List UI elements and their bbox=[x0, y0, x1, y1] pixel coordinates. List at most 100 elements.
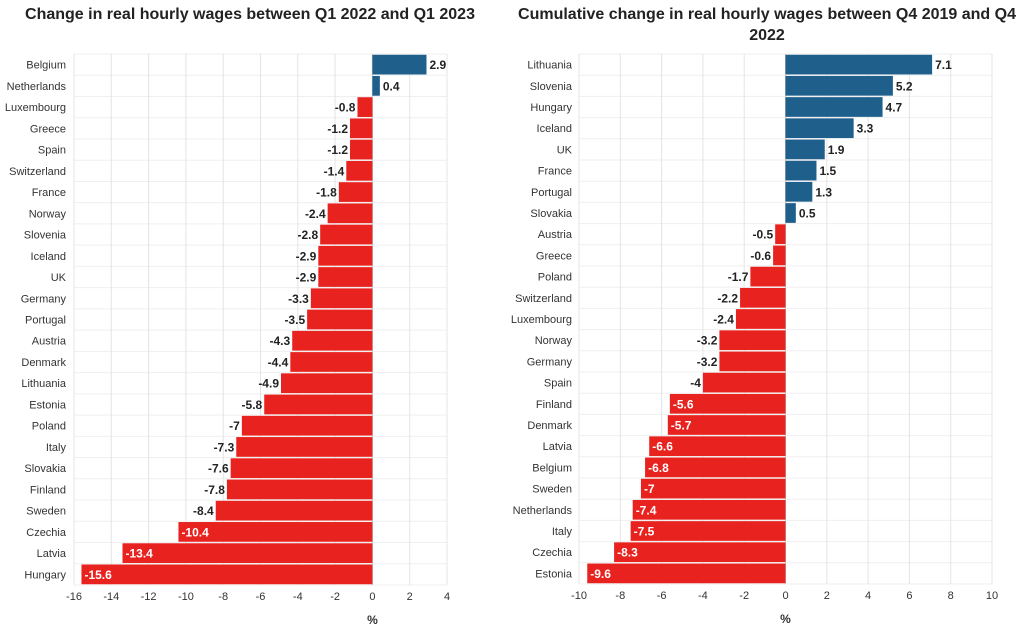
chart-left: Change in real hourly wages between Q1 2… bbox=[0, 0, 500, 634]
value-label: -3.3 bbox=[288, 292, 309, 306]
value-label: -2.8 bbox=[297, 228, 318, 242]
x-tick-label: -8 bbox=[218, 591, 228, 603]
category-label: Czechia bbox=[532, 547, 573, 559]
x-tick-label: -4 bbox=[698, 590, 708, 602]
value-label: -7.5 bbox=[634, 525, 655, 539]
value-label: -2.9 bbox=[296, 249, 317, 263]
value-label: 5.2 bbox=[896, 79, 913, 93]
value-label: -3.2 bbox=[697, 355, 718, 369]
x-tick-label: 0 bbox=[782, 590, 788, 602]
value-label: 1.5 bbox=[819, 164, 836, 178]
x-tick-label: -2 bbox=[739, 590, 749, 602]
x-tick-label: -6 bbox=[657, 590, 667, 602]
x-tick-label: 6 bbox=[906, 590, 912, 602]
category-label: Switzerland bbox=[9, 166, 66, 178]
category-label: Norway bbox=[29, 208, 67, 220]
category-label: UK bbox=[51, 272, 67, 284]
bar bbox=[307, 309, 373, 330]
category-label: Belgium bbox=[26, 60, 66, 72]
category-label: Slovenia bbox=[530, 81, 573, 93]
category-label: Hungary bbox=[24, 569, 66, 581]
value-label: -9.6 bbox=[590, 567, 611, 581]
value-label: 0.5 bbox=[799, 207, 816, 221]
bar bbox=[338, 182, 373, 202]
x-tick-label: 2 bbox=[407, 591, 413, 603]
bar bbox=[785, 160, 817, 181]
value-label: -7.8 bbox=[204, 483, 225, 497]
bar bbox=[645, 457, 786, 478]
bar bbox=[236, 437, 373, 457]
value-label: -4 bbox=[690, 376, 701, 390]
category-label: Lithuania bbox=[21, 378, 67, 390]
value-label: -5.6 bbox=[673, 397, 694, 411]
value-label: -2.9 bbox=[296, 271, 317, 285]
x-tick-label: 4 bbox=[444, 591, 450, 603]
value-label: -6.8 bbox=[648, 461, 669, 475]
value-label: -7.4 bbox=[636, 503, 657, 517]
chart-right-plot: -10 -8 -6 -4 -2 0 2 4 6 8 10 Lithuania 7.1 Slovenia 5.… bbox=[511, 53, 998, 626]
value-label: -2.4 bbox=[713, 313, 734, 327]
category-label: France bbox=[538, 166, 572, 178]
category-label: Germany bbox=[527, 356, 573, 368]
bar bbox=[122, 543, 373, 564]
x-axis-label: % bbox=[367, 613, 378, 627]
x-tick-label: -16 bbox=[66, 591, 82, 603]
value-label: -8.3 bbox=[617, 546, 638, 560]
category-label: Luxembourg bbox=[511, 314, 572, 326]
bar bbox=[649, 436, 786, 457]
x-tick-label: 4 bbox=[865, 590, 871, 602]
bar bbox=[357, 97, 373, 117]
value-label: -2.2 bbox=[717, 291, 738, 305]
bar bbox=[632, 499, 786, 520]
value-label: -3.5 bbox=[284, 313, 305, 327]
bar bbox=[318, 267, 373, 287]
bar bbox=[614, 542, 786, 563]
x-tick-label: -8 bbox=[615, 590, 625, 602]
bar bbox=[785, 139, 825, 160]
bar bbox=[372, 75, 380, 96]
category-label: Italy bbox=[46, 442, 67, 454]
bar bbox=[587, 563, 786, 584]
bar bbox=[241, 415, 373, 436]
category-label: Slovakia bbox=[24, 463, 66, 475]
value-label: 7.1 bbox=[935, 58, 952, 72]
value-label: -1.2 bbox=[327, 122, 348, 136]
category-label: Portugal bbox=[25, 315, 66, 327]
category-label: Spain bbox=[544, 378, 572, 390]
bar bbox=[750, 266, 786, 287]
bar bbox=[264, 394, 373, 415]
value-label: -4.4 bbox=[268, 355, 289, 369]
category-label: Spain bbox=[38, 145, 66, 157]
value-label: 1.3 bbox=[815, 185, 832, 199]
category-label: Denmark bbox=[21, 357, 66, 369]
value-label: 4.7 bbox=[886, 101, 903, 115]
bar bbox=[327, 203, 373, 224]
bar bbox=[785, 54, 933, 75]
chart-left-plot: -16 -14 -12 -10 -8 -6 -4 -2 0 2 4 Belgium 2.9 Netherl… bbox=[5, 53, 450, 627]
bar bbox=[310, 288, 373, 309]
bar bbox=[318, 245, 373, 266]
bar bbox=[350, 139, 373, 160]
category-label: Hungary bbox=[530, 102, 572, 114]
value-label: -6.6 bbox=[652, 440, 673, 454]
category-label: Norway bbox=[535, 335, 573, 347]
bar bbox=[785, 75, 893, 96]
value-label: -2.4 bbox=[305, 207, 326, 221]
category-label: France bbox=[32, 187, 66, 199]
category-label: Lithuania bbox=[527, 60, 573, 72]
x-tick-label: 10 bbox=[986, 590, 998, 602]
value-label: -7 bbox=[229, 419, 240, 433]
category-label: Portugal bbox=[531, 187, 572, 199]
category-label: Estonia bbox=[535, 568, 573, 580]
value-label: -3.2 bbox=[697, 334, 718, 348]
x-tick-label: 0 bbox=[369, 591, 375, 603]
bar bbox=[630, 521, 786, 541]
bar bbox=[178, 522, 373, 542]
x-tick-label: -10 bbox=[178, 591, 194, 603]
value-label: -7.3 bbox=[214, 440, 235, 454]
bar bbox=[346, 160, 373, 181]
value-label: -8.4 bbox=[193, 504, 214, 518]
bar bbox=[702, 372, 786, 393]
x-tick-label: -12 bbox=[141, 591, 157, 603]
bar bbox=[292, 330, 373, 351]
